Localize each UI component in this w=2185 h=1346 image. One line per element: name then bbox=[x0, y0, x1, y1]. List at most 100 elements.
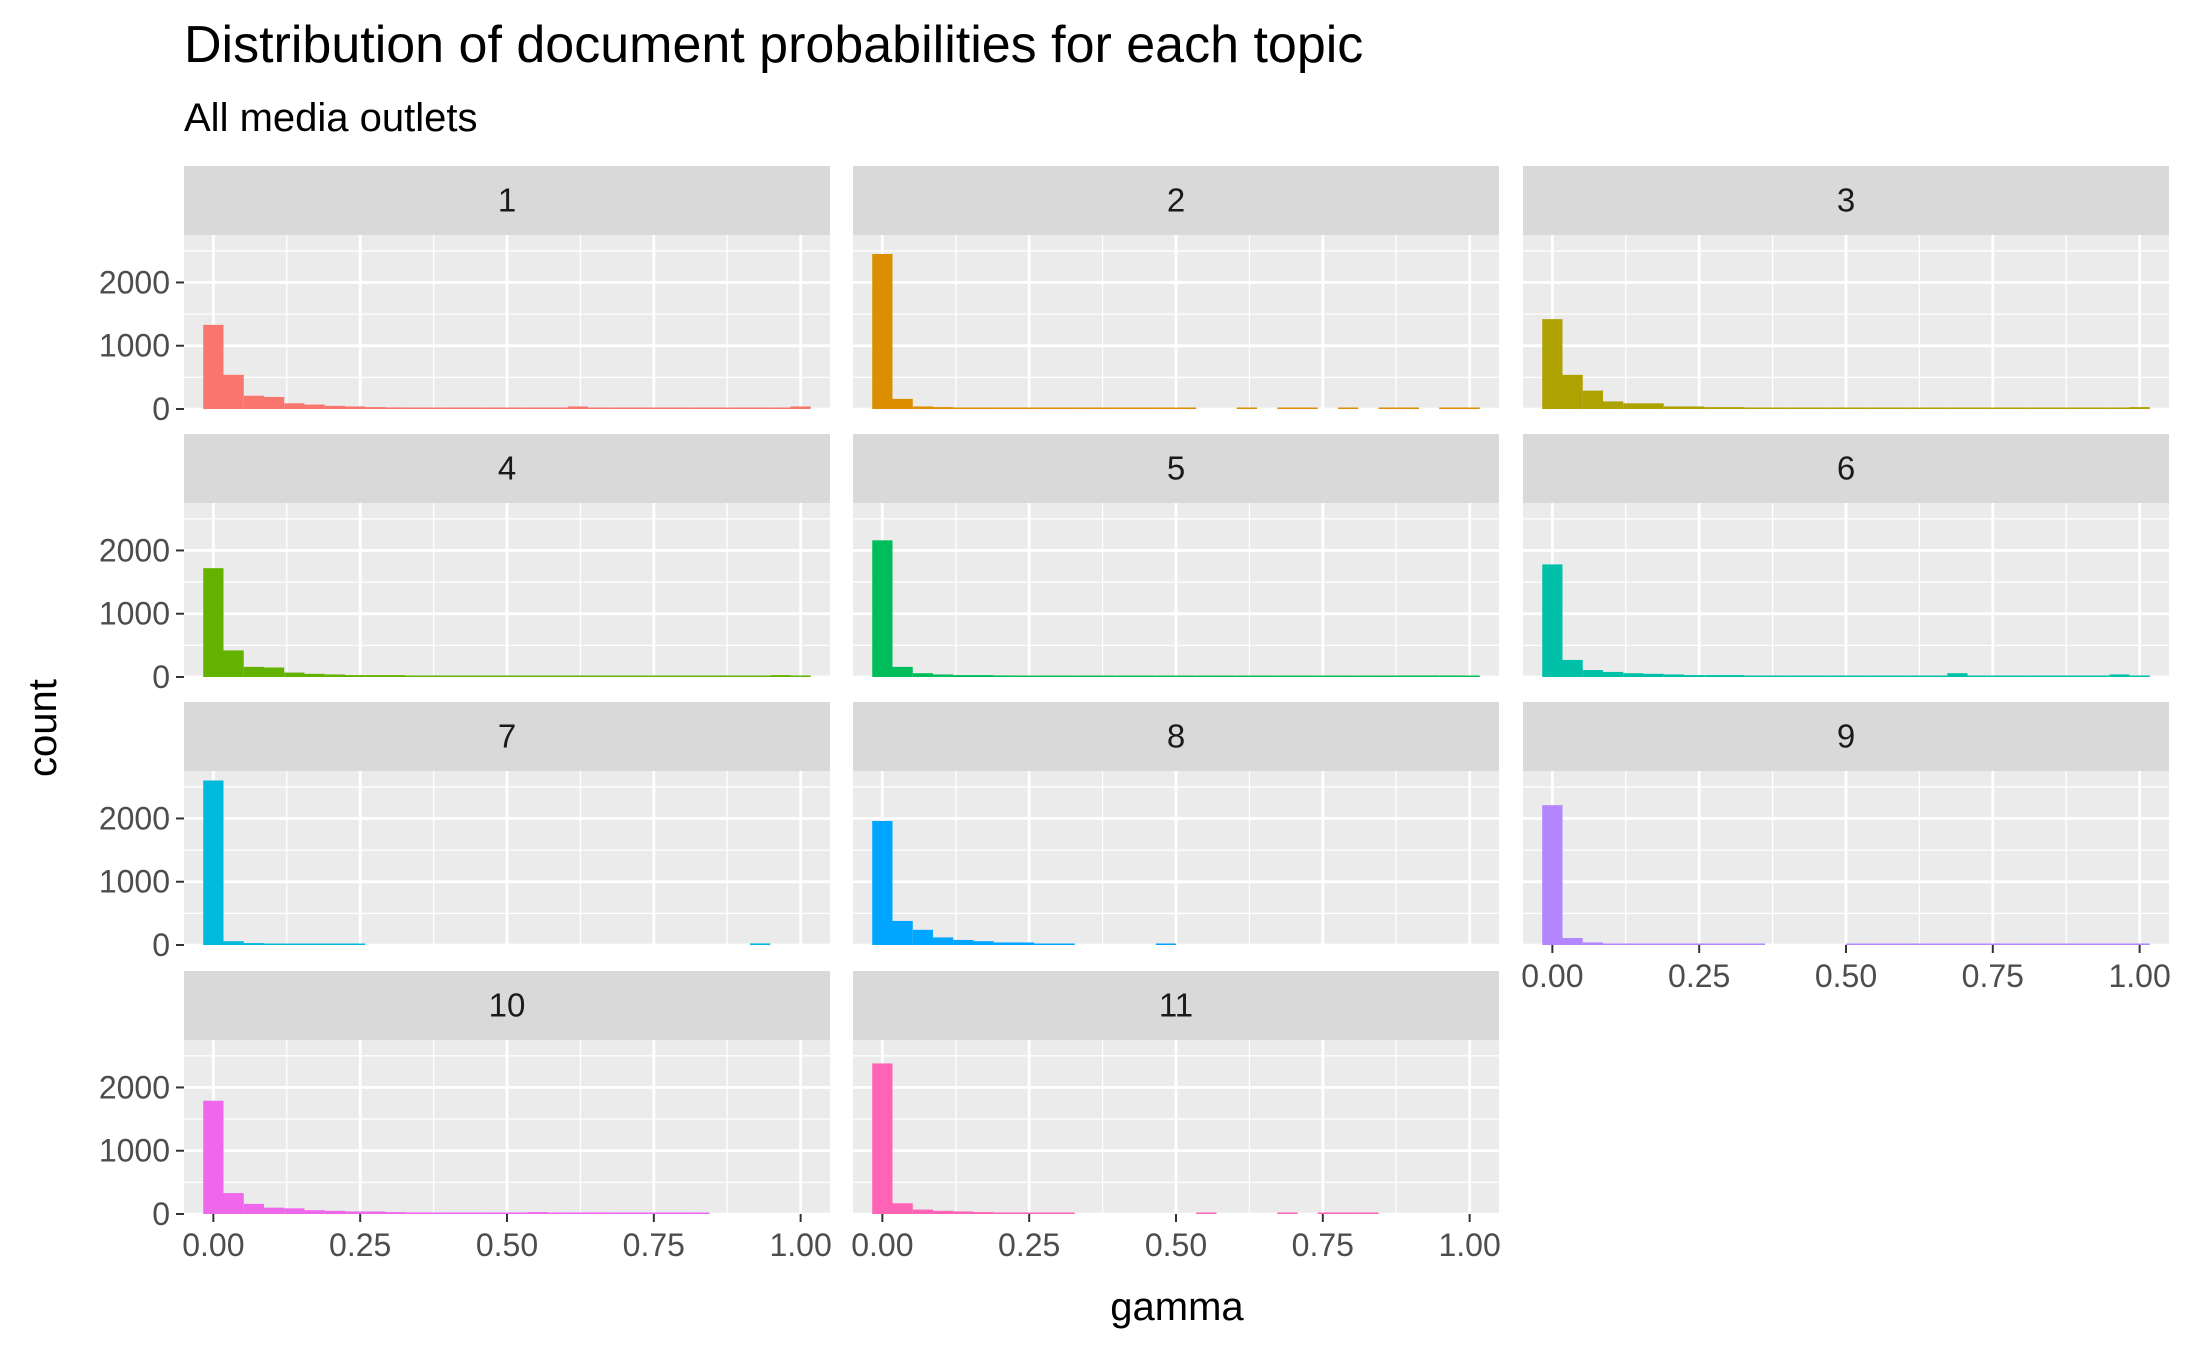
histogram-bar bbox=[446, 407, 467, 409]
facet-strip bbox=[1523, 434, 2169, 503]
histogram-bar bbox=[932, 937, 954, 945]
y-tick-label: 2000 bbox=[99, 532, 170, 568]
histogram-bar bbox=[1987, 407, 2008, 409]
histogram-bar bbox=[1906, 407, 1928, 409]
facet-panel-9: 9 0.00 0.25 0.50 0.75 1.00 bbox=[1521, 702, 2171, 994]
histogram-bar bbox=[1135, 407, 1156, 409]
facet-strip bbox=[184, 434, 830, 503]
y-tick-label: 0 bbox=[152, 391, 170, 427]
x-tick-label: 0.25 bbox=[329, 1227, 391, 1263]
histogram-bar bbox=[1074, 675, 1095, 677]
histogram-bar bbox=[324, 674, 346, 677]
histogram-bar bbox=[405, 1212, 426, 1214]
facet-strip bbox=[1523, 166, 2169, 235]
histogram-bar bbox=[872, 1063, 893, 1214]
histogram-bar bbox=[1967, 675, 1988, 677]
histogram-bar bbox=[324, 1210, 346, 1214]
histogram-bar bbox=[1562, 374, 1583, 409]
histogram-bar bbox=[1602, 401, 1624, 409]
histogram-bar bbox=[668, 675, 690, 677]
histogram-bar bbox=[1724, 675, 1745, 677]
histogram-bar bbox=[932, 674, 954, 677]
x-tick-label: 0.75 bbox=[1292, 1227, 1354, 1263]
histogram-bar bbox=[1459, 407, 1480, 409]
histogram-bar bbox=[1014, 407, 1035, 409]
histogram-bar bbox=[1602, 671, 1624, 677]
y-tick-label: 2000 bbox=[99, 800, 170, 836]
histogram-bar bbox=[1439, 675, 1460, 677]
histogram-bar bbox=[1155, 675, 1177, 677]
histogram-bar bbox=[608, 675, 629, 677]
histogram-bar bbox=[203, 324, 224, 409]
histogram-bar bbox=[872, 820, 893, 945]
histogram-bar bbox=[1845, 675, 1867, 677]
histogram-bar bbox=[1724, 407, 1745, 409]
histogram-bar bbox=[446, 675, 467, 677]
histogram-bar bbox=[2028, 675, 2049, 677]
histogram-bar bbox=[1236, 675, 1258, 677]
facet-panel-8: 8 bbox=[853, 702, 1499, 947]
histogram-bar bbox=[932, 407, 954, 409]
histogram-bar bbox=[1257, 675, 1278, 677]
x-axis-title: gamma bbox=[1110, 1285, 1244, 1329]
facet-strip bbox=[1523, 702, 2169, 771]
histogram-bar bbox=[953, 675, 974, 677]
histogram-bar bbox=[2048, 943, 2069, 945]
histogram-bar bbox=[1744, 675, 1765, 677]
histogram-bar bbox=[1398, 407, 1420, 409]
histogram-bar bbox=[1643, 943, 1664, 945]
facet-strip-label: 1 bbox=[498, 182, 516, 219]
histogram-bar bbox=[1785, 675, 1806, 677]
histogram-bar bbox=[729, 407, 751, 409]
histogram-bar bbox=[790, 675, 811, 677]
histogram-bar bbox=[892, 920, 913, 945]
histogram-bar bbox=[1074, 407, 1095, 409]
histogram-bar bbox=[689, 1212, 710, 1214]
histogram-bar bbox=[385, 1212, 406, 1214]
facet-panel-1: 1 0 1000 2000 bbox=[99, 166, 830, 427]
histogram-bar bbox=[1135, 675, 1156, 677]
histogram-bar bbox=[689, 675, 710, 677]
histogram-bar bbox=[1663, 943, 1685, 945]
histogram-bar bbox=[1297, 675, 1318, 677]
histogram-bar bbox=[1317, 1212, 1338, 1214]
histogram-bar bbox=[2028, 943, 2049, 945]
histogram-bar bbox=[1906, 943, 1928, 945]
histogram-bar bbox=[2068, 407, 2090, 409]
histogram-bar bbox=[1927, 675, 1948, 677]
histogram-bar bbox=[1805, 675, 1826, 677]
histogram-bar bbox=[2088, 675, 2110, 677]
histogram-bar bbox=[770, 407, 791, 409]
histogram-bar bbox=[973, 407, 994, 409]
histogram-bar bbox=[284, 943, 305, 945]
facet-strip bbox=[184, 166, 830, 235]
histogram-bar bbox=[466, 675, 487, 677]
histogram-bar bbox=[1155, 407, 1177, 409]
facet-strip-label: 2 bbox=[1167, 182, 1185, 219]
histogram-bar bbox=[1886, 675, 1907, 677]
histogram-bar bbox=[1297, 407, 1318, 409]
histogram-bar bbox=[932, 1210, 954, 1214]
x-tick-label: 1.00 bbox=[1438, 1227, 1500, 1263]
histogram-bar bbox=[973, 1212, 994, 1214]
y-tick-label: 2000 bbox=[99, 1069, 170, 1105]
histogram-bar bbox=[973, 675, 994, 677]
histogram-bar bbox=[1582, 670, 1604, 677]
histogram-bar bbox=[1825, 407, 1847, 409]
histogram-bar bbox=[1542, 319, 1563, 409]
x-tick-label: 0.50 bbox=[476, 1227, 538, 1263]
histogram-bar bbox=[912, 929, 934, 945]
y-tick-label: 2000 bbox=[99, 264, 170, 300]
facet-strip-label: 11 bbox=[1159, 987, 1193, 1024]
facet-strip bbox=[853, 702, 1499, 771]
histogram-bar bbox=[668, 1212, 690, 1214]
y-axis-title: count bbox=[21, 679, 65, 777]
histogram-bar bbox=[547, 407, 568, 409]
histogram-bar bbox=[223, 1193, 244, 1214]
histogram-bar bbox=[263, 667, 285, 677]
histogram-bar bbox=[1054, 943, 1075, 945]
histogram-bar bbox=[506, 675, 528, 677]
facet-strip bbox=[853, 971, 1499, 1040]
histogram-bar bbox=[223, 374, 244, 409]
histogram-bar bbox=[345, 943, 366, 945]
